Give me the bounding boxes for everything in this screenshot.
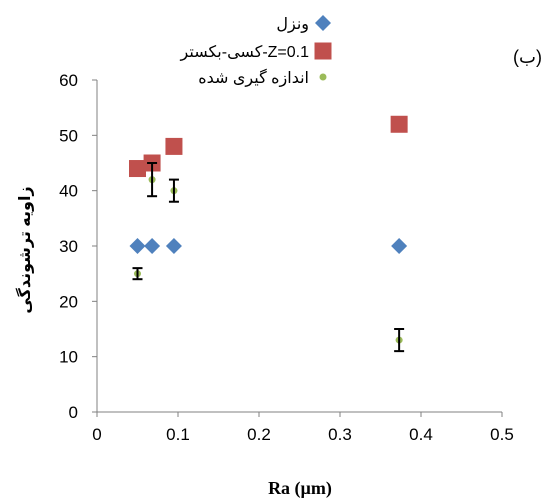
legend: ونزل کسی-بکستر-Z=0.1 اندازه گیری شده (180, 15, 332, 88)
y-tick-label: 10 (59, 348, 78, 367)
legend-marker (319, 73, 327, 81)
y-tick-label: 50 (59, 126, 78, 145)
x-tick-label: 0 (92, 425, 101, 444)
wenzel-point (129, 238, 146, 254)
legend-item-wenzel: ونزل (276, 15, 331, 34)
x-tick-label: 0.2 (247, 425, 271, 444)
y-tick-label: 60 (59, 71, 78, 90)
x-tick-label: 0.1 (166, 425, 190, 444)
error-bar (394, 328, 405, 353)
plot-marks (129, 115, 408, 353)
axes: 0 0.1 0.2 0.3 0.4 0.5 0 10 20 30 40 50 60 (59, 71, 514, 444)
legend-marker (314, 42, 332, 60)
cassie-baxter-point (165, 137, 183, 155)
legend-item-cassie-baxter: کسی-بکستر-Z=0.1 (180, 42, 332, 62)
y-axis-title: زاویه ترشوندگی (15, 186, 34, 313)
wenzel-point (391, 238, 408, 254)
legend-label: اندازه گیری شده (198, 68, 309, 88)
error-bar (168, 178, 179, 203)
x-axis-title: Ra (µm) (268, 478, 332, 498)
x-ticks: 0 0.1 0.2 0.3 0.4 0.5 (92, 412, 514, 444)
y-tick-label: 40 (59, 182, 78, 201)
cassie-baxter-point (129, 160, 146, 178)
panel-label: (ب) (513, 47, 542, 67)
x-tick-label: 0.5 (490, 425, 514, 444)
x-tick-label: 0.3 (328, 425, 352, 444)
wenzel-point (165, 238, 182, 254)
y-tick-label: 30 (59, 237, 78, 256)
error-bar (147, 162, 158, 198)
cassie-baxter-point (390, 115, 408, 133)
y-ticks: 0 10 20 30 40 50 60 (59, 71, 97, 422)
x-tick-label: 0.4 (409, 425, 433, 444)
legend-label: کسی-بکستر-Z=0.1 (180, 44, 310, 62)
wenzel-point (144, 238, 161, 254)
y-tick-label: 20 (59, 292, 78, 311)
y-tick-label: 0 (69, 403, 78, 422)
legend-marker (315, 15, 331, 31)
legend-item-measured: اندازه گیری شده (198, 68, 327, 88)
error-bar (132, 267, 143, 281)
legend-label: ونزل (276, 16, 309, 34)
